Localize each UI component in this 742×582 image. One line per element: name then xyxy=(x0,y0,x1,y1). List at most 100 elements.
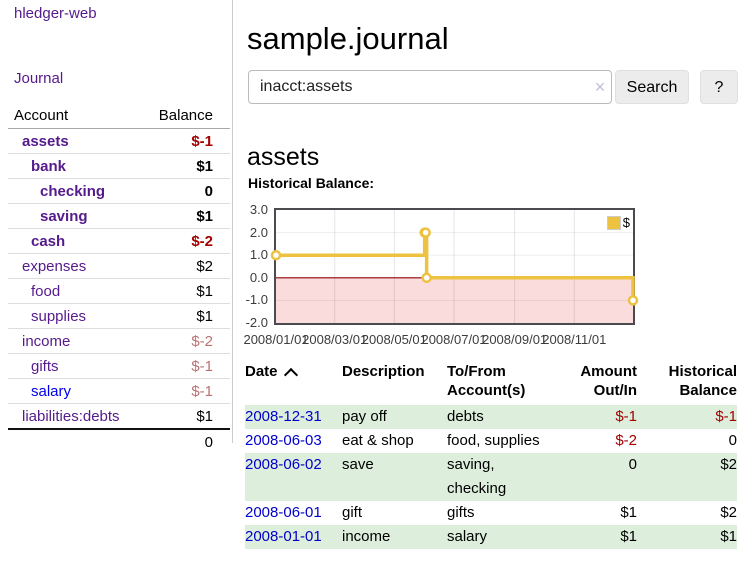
account-row-gifts: gifts $-1 xyxy=(8,354,230,379)
header-accounts: To/From Account(s) xyxy=(447,362,575,405)
clear-search-icon[interactable]: × xyxy=(594,77,606,97)
header-date[interactable]: Date xyxy=(245,362,342,405)
chart-title: Historical Balance: xyxy=(248,175,375,191)
transaction-accounts: debts xyxy=(447,408,484,425)
account-row-expenses: expenses $2 xyxy=(8,254,230,279)
x-axis-tick-label: 2008/03/01 xyxy=(302,332,368,347)
transaction-date-link[interactable]: 2008-01-01 xyxy=(245,528,322,545)
y-axis-tick-label: 1.0 xyxy=(249,247,268,263)
header-description-label: Description xyxy=(342,363,425,380)
transaction-accounts: food, supplies xyxy=(447,432,540,449)
account-row-cash: cash $-2 xyxy=(8,229,230,254)
header-accounts-line2: Account(s) xyxy=(447,382,526,399)
data-point-marker xyxy=(270,249,282,261)
transaction-balance: 0 xyxy=(728,432,737,449)
account-balance: $1 xyxy=(196,407,213,425)
account-link-saving[interactable]: saving xyxy=(40,207,88,225)
y-axis-tick-label: 3.0 xyxy=(249,202,268,217)
account-total-row: 0 xyxy=(8,428,230,454)
search-button[interactable]: Search xyxy=(615,70,689,104)
account-link-assets[interactable]: assets xyxy=(22,132,69,150)
historical-balance-chart: $ 3.0 2.0 1.0 0.0 -1.0 -2.0 2008/01/01 2008/03/… xyxy=(234,202,742,354)
account-link-salary[interactable]: salary xyxy=(31,382,72,400)
x-axis-tick-label: 2008/09/01 xyxy=(482,332,548,347)
account-balance-table: Account Balance assets $-1 bank $1 check… xyxy=(8,103,230,454)
account-balance: $1 xyxy=(196,207,213,225)
account-balance: $1 xyxy=(196,157,213,175)
account-row-liabilities-debts: liabilities:debts $1 xyxy=(8,404,230,428)
y-axis-tick-label: 2.0 xyxy=(249,224,268,240)
account-link-income[interactable]: income xyxy=(22,332,71,350)
account-table-header: Account Balance xyxy=(8,103,230,129)
account-link-supplies[interactable]: supplies xyxy=(31,307,87,325)
transaction-description: eat & shop xyxy=(342,432,414,449)
transaction-date-link[interactable]: 2008-12-31 xyxy=(245,408,322,425)
header-balance-line1: Historical xyxy=(668,363,737,380)
x-axis-tick-label: 2008/11/01 xyxy=(542,332,607,347)
account-link-bank[interactable]: bank xyxy=(31,157,67,175)
transaction-balance: $-1 xyxy=(715,408,737,425)
account-total-value: 0 xyxy=(204,433,213,451)
legend-swatch-icon xyxy=(605,214,622,231)
register-row: 2008-06-01 gift gifts $1 $2 xyxy=(245,501,737,525)
y-axis-tick-label: 0.0 xyxy=(249,269,268,285)
transaction-balance: $1 xyxy=(720,528,737,545)
header-date-label: Date xyxy=(245,363,278,380)
account-balance: $1 xyxy=(196,307,213,325)
register-row: 2008-01-01 income salary $1 $1 xyxy=(245,525,737,549)
sidebar-item-journal[interactable]: Journal xyxy=(14,70,64,87)
x-axis-tick-label: 2008/07/01 xyxy=(421,332,487,347)
header-amount: Amount Out/In xyxy=(575,362,637,405)
account-balance: 0 xyxy=(204,182,213,200)
data-point-marker xyxy=(420,227,431,238)
account-link-cash[interactable]: cash xyxy=(31,232,66,250)
account-row-checking: checking 0 xyxy=(8,179,230,204)
data-point-marker xyxy=(627,295,639,306)
account-balance: $-1 xyxy=(191,382,213,400)
sidebar: hledger-web Journal Account Balance asse… xyxy=(0,0,233,451)
search-input[interactable] xyxy=(248,70,612,104)
y-axis-tick-label: -2.0 xyxy=(245,315,268,330)
account-link-expenses[interactable]: expenses xyxy=(22,257,87,275)
page-title: sample.journal xyxy=(247,20,449,56)
account-link-checking[interactable]: checking xyxy=(40,182,106,200)
header-balance-line2: Balance xyxy=(679,382,737,399)
account-row-supplies: supplies $1 xyxy=(8,304,230,329)
negative-region-fill xyxy=(276,277,633,323)
account-row-bank: bank $1 xyxy=(8,154,230,179)
account-row-income: income $-2 xyxy=(8,329,230,354)
help-button[interactable]: ? xyxy=(700,70,738,104)
transaction-balance: $2 xyxy=(720,504,737,521)
register-header-row: Date Description To/From Account(s) Amou… xyxy=(245,362,737,405)
transaction-accounts: saving, checking xyxy=(447,456,507,497)
y-axis-tick-label: -1.0 xyxy=(245,292,268,308)
sort-ascending-icon xyxy=(283,367,298,383)
chart-plot-area: $ xyxy=(270,208,639,325)
transaction-amount: $-2 xyxy=(615,432,637,449)
transaction-amount: $1 xyxy=(620,528,637,545)
transaction-date-link[interactable]: 2008-06-03 xyxy=(245,432,322,449)
transaction-date-link[interactable]: 2008-06-02 xyxy=(245,456,322,473)
chart-legend: $ xyxy=(605,214,630,231)
account-link-liabilities-debts[interactable]: liabilities:debts xyxy=(22,407,120,425)
balance-column-header: Balance xyxy=(158,107,213,124)
account-row-salary: salary $-1 xyxy=(8,379,230,404)
header-balance: Historical Balance xyxy=(637,362,737,405)
transaction-amount: $-1 xyxy=(615,408,637,425)
data-point-marker xyxy=(421,272,432,284)
current-account-heading: assets xyxy=(247,142,320,171)
account-column-header: Account xyxy=(14,107,69,124)
app-brand-link[interactable]: hledger-web xyxy=(14,5,97,22)
transaction-date-link[interactable]: 2008-06-01 xyxy=(245,504,322,521)
header-amount-line1: Amount xyxy=(580,363,637,380)
balance-chart-svg xyxy=(270,210,639,323)
account-row-assets: assets $-1 xyxy=(8,129,230,154)
account-row-saving: saving $1 xyxy=(8,204,230,229)
account-balance: $-2 xyxy=(191,232,213,250)
x-axis-tick-label: 2008/05/01 xyxy=(361,332,427,347)
account-link-food[interactable]: food xyxy=(31,282,61,300)
account-link-gifts[interactable]: gifts xyxy=(31,357,59,375)
transaction-description: save xyxy=(342,456,374,473)
x-axis-tick-label: 2008/01/01 xyxy=(243,332,309,347)
transaction-accounts: salary xyxy=(447,528,488,545)
